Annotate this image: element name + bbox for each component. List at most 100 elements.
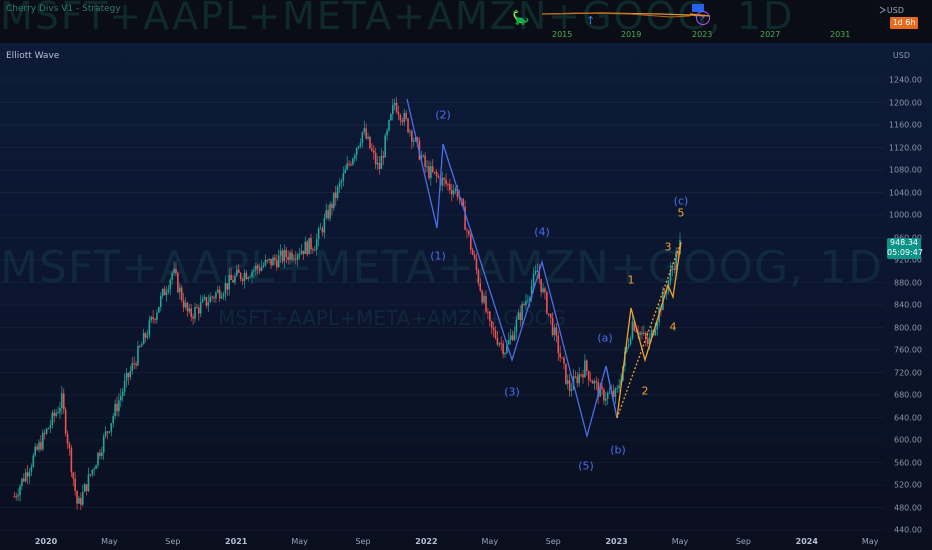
top-toolbar: MSFT+AAPL+META+AMZN+GOOG, 1D Cherry Divs…	[0, 0, 932, 43]
candle-body	[131, 363, 134, 371]
candle-body	[21, 478, 23, 487]
candle-body	[23, 478, 25, 482]
candle-body	[606, 392, 609, 399]
y-tick-label: 440.00	[894, 525, 922, 535]
countdown-timer: 05:09:47	[887, 248, 923, 257]
candle-body	[437, 175, 440, 178]
candle-body	[382, 155, 385, 158]
candle-body	[447, 183, 449, 185]
candle-body	[519, 312, 522, 321]
timeframe-badge[interactable]: 1d 6h	[890, 17, 918, 29]
candle-body	[211, 296, 213, 298]
candle-body	[228, 274, 231, 290]
candle-body	[416, 137, 419, 141]
candle-body	[224, 283, 227, 294]
candle-body	[431, 166, 434, 172]
candle-body	[374, 152, 377, 165]
candle-body	[422, 155, 425, 157]
candle-body	[315, 239, 318, 250]
candle-body	[93, 468, 95, 470]
wave-label-o4: 4	[669, 320, 677, 334]
x-tick-label: May	[861, 537, 879, 546]
candle-body	[565, 363, 567, 384]
candle-body	[492, 327, 495, 331]
candle-body	[563, 357, 565, 364]
candle-body	[215, 292, 217, 299]
candle-body	[26, 472, 29, 477]
candle-body	[363, 128, 366, 132]
price-chart[interactable]	[0, 43, 884, 534]
candle-body	[430, 166, 432, 179]
candle-body	[340, 180, 343, 183]
time-axis[interactable]: 2020 May Sep 2021 May Sep 2022 May Sep 2023 May Sep…	[0, 534, 884, 550]
candle-body	[47, 428, 50, 430]
candle-body	[85, 484, 88, 491]
candle-body	[388, 120, 390, 131]
y-tick-label: 560.00	[894, 458, 922, 467]
candle-body	[475, 258, 478, 271]
candle-body	[61, 393, 63, 409]
lightning-icon[interactable]: ⚡	[696, 11, 710, 25]
wave-label-5: (5)	[578, 459, 594, 473]
y-tick-label: 1000.00	[888, 210, 922, 220]
candle-body	[452, 190, 455, 195]
candle-body	[509, 335, 512, 340]
candle-body	[310, 237, 312, 250]
candle-body	[352, 158, 354, 165]
candle-body	[445, 179, 447, 184]
candle-body	[13, 496, 16, 498]
candle-body	[72, 472, 75, 479]
symbol-watermark: MSFT+AAPL+META+AMZN+GOOG, 1D	[0, 242, 883, 293]
candle-body	[237, 269, 240, 273]
candle-body	[243, 272, 246, 282]
candle-body	[108, 431, 111, 433]
candle-body	[584, 360, 586, 378]
candle-body	[489, 311, 491, 321]
candle-body	[424, 155, 426, 167]
candle-body	[641, 332, 643, 334]
candle-body	[616, 387, 619, 389]
candle-body	[644, 332, 647, 339]
candle-body	[508, 339, 510, 345]
candle-body	[534, 271, 537, 274]
candle-body	[66, 433, 69, 444]
y-tick-label: 1240.00	[888, 75, 922, 85]
candle-body	[262, 265, 265, 267]
candle-body	[386, 130, 388, 136]
candle-body	[521, 303, 523, 321]
candle-body	[528, 297, 531, 301]
candle-body	[192, 316, 194, 319]
x-tick-label: Sep	[355, 537, 371, 546]
candle-body	[177, 273, 179, 293]
candle-body	[608, 392, 611, 394]
candle-body	[665, 291, 668, 293]
candle-body	[110, 423, 113, 432]
mini-year-2031: 2031	[830, 30, 851, 39]
candle-body	[30, 466, 33, 472]
candle-body	[357, 146, 360, 149]
candle-body	[241, 278, 244, 282]
candle-body	[344, 169, 347, 174]
candle-body	[369, 136, 371, 149]
candle-body	[513, 331, 516, 341]
candle-body	[34, 446, 37, 456]
candle-body	[338, 182, 341, 187]
candle-body	[188, 308, 191, 312]
indicator-label[interactable]: Elliott Wave	[6, 51, 60, 61]
study-title[interactable]: Cherry Divs V1 - Strategy	[6, 4, 121, 14]
wave-label-o2: 2	[641, 384, 649, 398]
candle-body	[217, 289, 219, 293]
wave-label-o3: 3	[664, 240, 672, 254]
candle-body	[173, 268, 175, 273]
candle-body	[91, 469, 94, 475]
candle-body	[184, 302, 187, 308]
candle-body	[148, 320, 151, 336]
candle-body	[304, 241, 307, 255]
candle-body	[28, 471, 31, 477]
candle-body	[428, 166, 430, 179]
wave-label-1: (1)	[430, 249, 446, 263]
candle-body	[68, 443, 71, 449]
arrow-up-icon: ↑	[586, 14, 596, 27]
candle-body	[264, 260, 267, 266]
price-axis[interactable]: 1240.00 1200.00 1160.00 1120.00 1080.00 1040.…	[884, 43, 932, 535]
